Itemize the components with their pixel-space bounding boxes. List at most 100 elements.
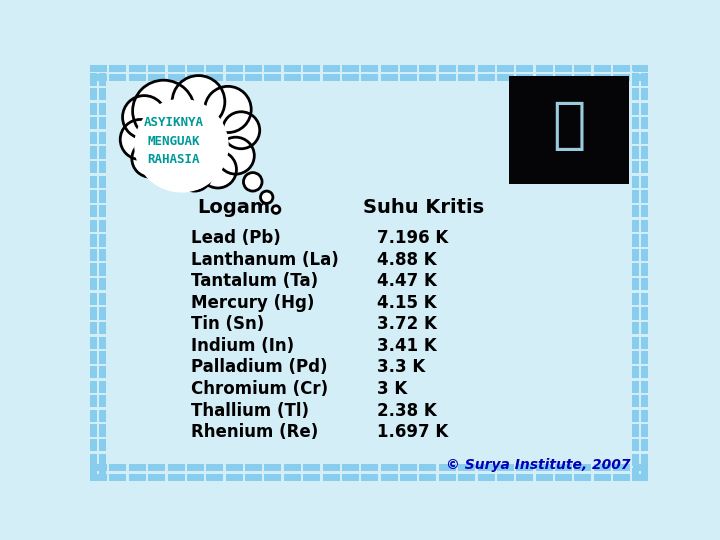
Bar xyxy=(641,454,648,466)
Bar xyxy=(594,74,611,81)
Bar xyxy=(90,366,97,378)
Bar xyxy=(631,264,639,276)
Text: MENGUAK: MENGUAK xyxy=(148,134,200,147)
Bar xyxy=(90,278,97,291)
Bar xyxy=(631,366,639,378)
Bar xyxy=(99,190,107,202)
Bar xyxy=(99,205,107,217)
Bar xyxy=(323,464,340,471)
Bar xyxy=(90,351,97,363)
Bar xyxy=(90,395,97,408)
Text: Lead (Pb): Lead (Pb) xyxy=(191,229,281,247)
Circle shape xyxy=(172,76,225,128)
Bar xyxy=(99,395,107,408)
Bar xyxy=(575,74,591,81)
Bar xyxy=(594,65,611,72)
Bar xyxy=(458,65,475,72)
Text: 1.697 K: 1.697 K xyxy=(377,423,448,441)
Bar xyxy=(342,464,359,471)
Bar xyxy=(90,74,107,81)
Bar xyxy=(284,474,301,481)
Bar xyxy=(90,424,97,437)
Bar xyxy=(631,381,639,393)
Bar xyxy=(187,65,204,72)
Text: Chromium (Cr): Chromium (Cr) xyxy=(191,380,328,398)
Circle shape xyxy=(261,191,273,204)
Text: Tantalum (Ta): Tantalum (Ta) xyxy=(191,272,318,290)
Bar xyxy=(631,249,639,261)
Bar xyxy=(90,73,97,85)
Bar xyxy=(129,474,145,481)
Bar xyxy=(516,464,534,471)
Bar xyxy=(187,74,204,81)
Bar xyxy=(497,474,514,481)
Text: ASYIKNYA: ASYIKNYA xyxy=(144,116,204,129)
Bar xyxy=(477,464,495,471)
Bar xyxy=(90,103,97,115)
Bar xyxy=(245,464,262,471)
Text: Suhu Kritis: Suhu Kritis xyxy=(363,198,484,217)
Bar xyxy=(90,190,97,202)
Bar xyxy=(536,65,553,72)
Bar xyxy=(90,293,97,305)
Text: © Surya Institute, 2007: © Surya Institute, 2007 xyxy=(446,458,631,472)
Bar xyxy=(99,161,107,173)
Bar xyxy=(631,351,639,363)
Bar xyxy=(631,146,639,159)
Bar xyxy=(631,336,639,349)
Bar xyxy=(641,366,648,378)
Text: Mercury (Hg): Mercury (Hg) xyxy=(191,294,314,312)
Bar xyxy=(206,74,223,81)
Bar xyxy=(631,439,639,451)
Bar xyxy=(129,74,145,81)
Bar xyxy=(90,88,97,100)
Bar xyxy=(613,74,630,81)
Bar xyxy=(90,381,97,393)
Bar xyxy=(641,205,648,217)
Bar xyxy=(284,464,301,471)
Bar xyxy=(99,454,107,466)
Bar xyxy=(99,88,107,100)
Bar xyxy=(641,88,648,100)
Bar xyxy=(641,351,648,363)
Circle shape xyxy=(135,99,228,192)
Bar xyxy=(438,474,456,481)
Bar xyxy=(631,293,639,305)
Bar xyxy=(245,74,262,81)
Text: 4.88 K: 4.88 K xyxy=(377,251,436,268)
Text: Rhenium (Re): Rhenium (Re) xyxy=(191,423,318,441)
Bar xyxy=(477,65,495,72)
Bar xyxy=(381,74,397,81)
Bar xyxy=(631,307,639,320)
Bar xyxy=(342,74,359,81)
Bar xyxy=(90,146,97,159)
Text: 4.47 K: 4.47 K xyxy=(377,272,436,290)
Bar xyxy=(631,468,639,481)
Bar xyxy=(90,117,97,130)
Bar xyxy=(419,474,436,481)
Bar xyxy=(438,74,456,81)
Bar xyxy=(323,65,340,72)
Bar xyxy=(536,464,553,471)
Bar xyxy=(641,220,648,232)
Text: 2.38 K: 2.38 K xyxy=(377,402,436,420)
Bar xyxy=(555,74,572,81)
Text: 3.72 K: 3.72 K xyxy=(377,315,436,333)
Bar xyxy=(109,74,127,81)
Bar xyxy=(90,176,97,188)
Circle shape xyxy=(132,80,194,142)
Bar xyxy=(631,322,639,334)
Bar xyxy=(187,464,204,471)
Bar xyxy=(264,464,282,471)
Circle shape xyxy=(122,96,166,139)
Bar xyxy=(264,65,282,72)
Text: Lanthanum (La): Lanthanum (La) xyxy=(191,251,338,268)
Bar xyxy=(148,74,165,81)
Bar xyxy=(284,65,301,72)
Bar xyxy=(641,293,648,305)
Bar xyxy=(632,474,648,481)
Bar xyxy=(99,322,107,334)
Bar xyxy=(206,65,223,72)
Bar xyxy=(99,220,107,232)
Bar xyxy=(400,74,417,81)
